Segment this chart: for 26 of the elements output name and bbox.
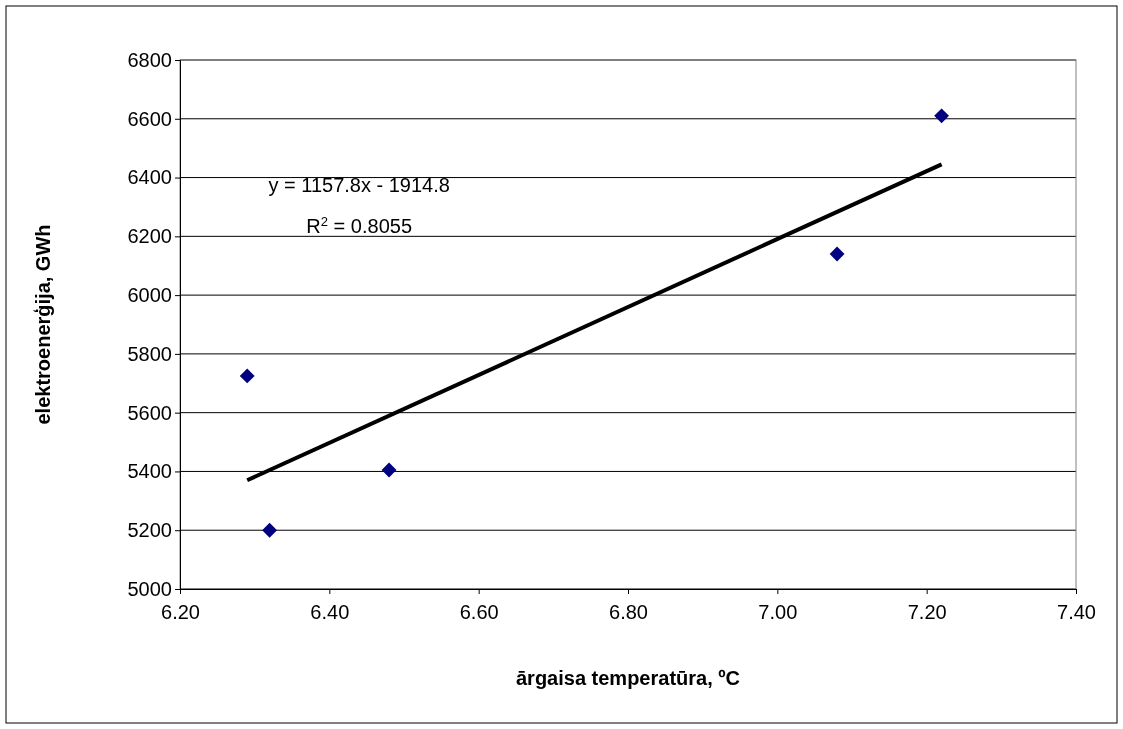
y-tick-label: 5600 (127, 401, 172, 424)
x-tick-label: 6.20 (161, 601, 200, 623)
x-tick-label: 7.40 (1057, 601, 1096, 623)
y-tick-label: 6800 (127, 48, 172, 71)
x-axis-title: ārgaisa temperatūra, ºC (515, 667, 741, 689)
point (381, 462, 397, 478)
x-tick-label: 7.20 (907, 601, 947, 623)
y-tick-label: 6200 (127, 225, 172, 248)
y-tick-label: 6000 (127, 284, 172, 307)
y-tick-label: 5800 (127, 342, 172, 365)
x-tick-label: 6.40 (310, 601, 350, 623)
annotation: y = 1157.8x - 1914.8 (268, 174, 450, 196)
y-tick-label: 5400 (127, 460, 172, 483)
y-tick-label: 6400 (127, 166, 172, 189)
point (934, 108, 950, 124)
point (829, 246, 845, 262)
y-axis-title: elektroenerģija, GWh (32, 224, 54, 425)
y-tick-label: 6600 (127, 107, 172, 130)
x-tick-label: 7.00 (758, 601, 798, 623)
x-tick-label: 6.60 (459, 601, 499, 623)
point (262, 522, 278, 538)
y-tick-label: 5000 (127, 577, 172, 600)
x-tick-label: 6.80 (609, 601, 648, 623)
point (239, 368, 255, 384)
annotation: R$^{2}$ = 0.8055 (306, 213, 413, 237)
y-tick-label: 5200 (127, 519, 172, 542)
